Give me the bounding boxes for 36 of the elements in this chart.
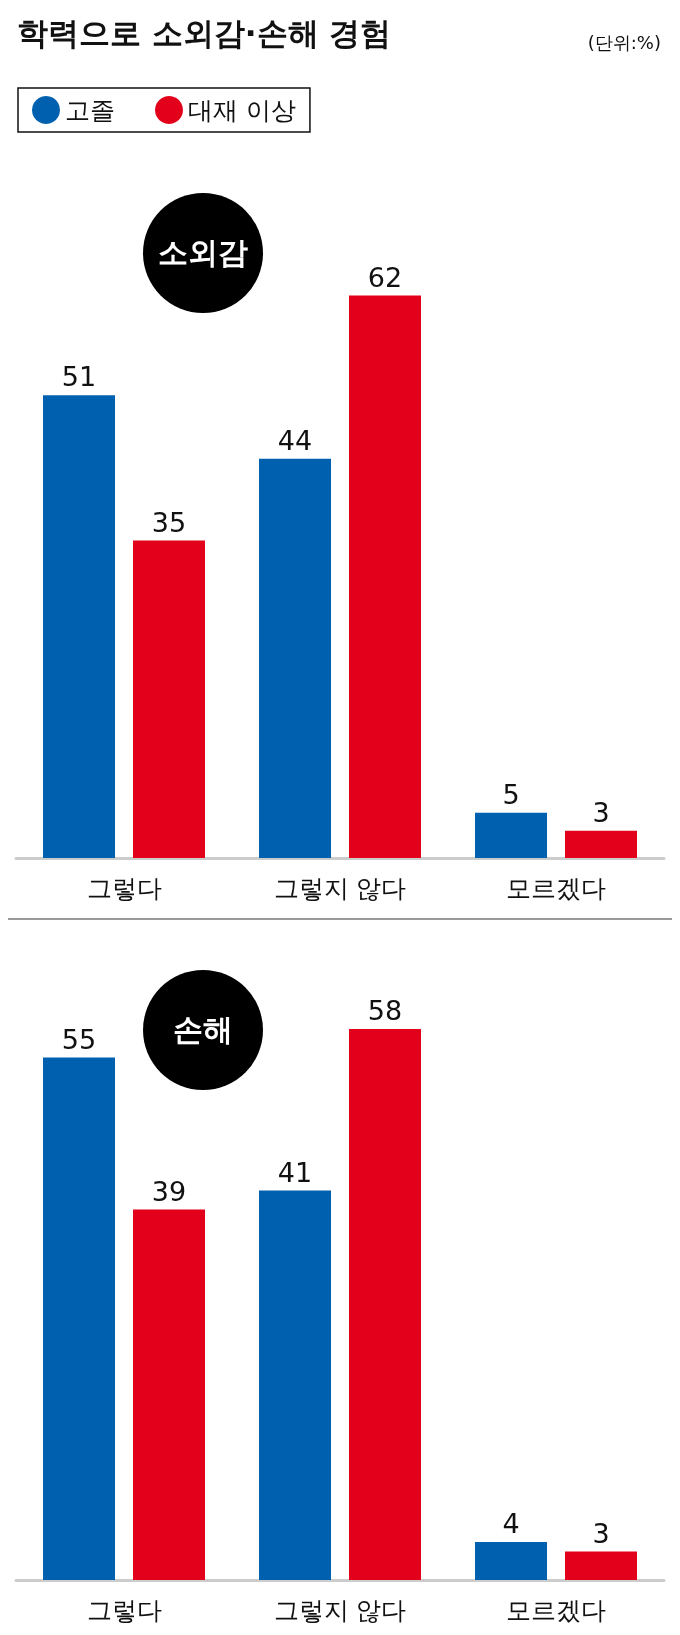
x-tick-label: 모르겠다	[506, 1596, 606, 1625]
bar	[43, 1057, 115, 1580]
x-tick-label: 그렇지 않다	[273, 1596, 407, 1625]
legend-label: 고졸	[65, 95, 115, 125]
chart-title: 학력으로 소외감·손해 경험	[17, 14, 392, 51]
data-label: 35	[151, 506, 187, 538]
bar	[133, 540, 205, 858]
data-label: 39	[151, 1175, 187, 1207]
data-label: 51	[61, 361, 97, 393]
bar	[475, 812, 547, 858]
data-label: 3	[592, 796, 610, 828]
data-label: 3	[592, 1517, 610, 1549]
data-label: 5	[502, 778, 520, 810]
bar	[259, 1190, 331, 1580]
bar	[475, 1542, 547, 1580]
legend-label: 대재 이상	[188, 95, 296, 125]
x-tick-label: 그렇지 않다	[273, 874, 407, 903]
bar	[349, 295, 421, 858]
chart-subtitle: (단위:%)	[587, 31, 662, 53]
bar	[43, 395, 115, 858]
x-tick-label: 모르겠다	[506, 874, 606, 903]
circle-badge: 손해	[143, 970, 263, 1090]
circle-badge: 소외감	[143, 193, 263, 313]
bar	[259, 458, 331, 858]
data-label: 62	[367, 261, 403, 293]
data-label: 44	[277, 424, 313, 456]
bar	[133, 1209, 205, 1580]
data-label: 55	[61, 1023, 97, 1055]
data-label: 41	[277, 1156, 313, 1188]
data-label: 58	[367, 995, 403, 1026]
bar	[565, 830, 637, 858]
bar	[349, 1029, 421, 1580]
bar	[565, 1551, 637, 1580]
x-tick-label: 그렇다	[86, 874, 162, 903]
x-tick-label: 그렇다	[86, 1596, 162, 1625]
data-label: 4	[502, 1508, 520, 1539]
